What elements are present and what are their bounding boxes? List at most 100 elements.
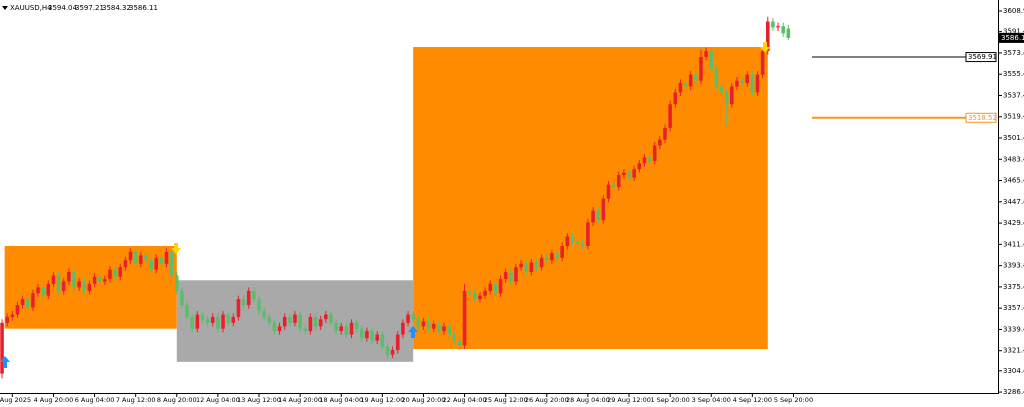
candle-body	[174, 275, 179, 291]
candle-body	[298, 314, 302, 329]
candle-body	[390, 349, 395, 355]
candle-body	[678, 82, 683, 93]
candle-body	[210, 316, 215, 323]
candle-body	[431, 323, 436, 329]
x-tick-label: 5 Sep 20:00	[774, 396, 813, 404]
candle-body	[113, 269, 117, 277]
candle-body	[447, 326, 451, 335]
candle-body	[683, 82, 688, 87]
candle-body	[570, 236, 575, 242]
candle-body	[41, 287, 45, 296]
candle-body	[503, 272, 508, 280]
candle-body	[735, 80, 739, 87]
zone	[413, 47, 768, 350]
candle-body	[87, 283, 92, 291]
candle-body	[25, 299, 30, 308]
candle-body	[56, 275, 61, 291]
candle-body	[185, 305, 189, 317]
candle-body	[462, 290, 467, 346]
candle-body	[97, 276, 102, 282]
x-tick-label: 28 Aug 04:00	[566, 396, 610, 404]
candle-body	[478, 295, 482, 300]
buy-arrow	[0, 356, 10, 368]
candle-body	[776, 26, 780, 28]
candle-body	[750, 74, 755, 93]
candle-body	[729, 86, 734, 105]
candle-body	[354, 322, 359, 329]
candle-body	[622, 172, 626, 176]
ohlc-open: 3594.04	[48, 4, 77, 12]
candle-body	[164, 251, 169, 264]
candle-body	[688, 74, 693, 87]
candle-body	[421, 321, 426, 327]
x-tick-label: 7 Aug 12:00	[116, 396, 156, 404]
level-label: 3518.52	[968, 114, 997, 122]
y-tick-label: 3375.40	[1003, 283, 1024, 291]
x-tick-label: 22 Aug 04:00	[443, 396, 487, 404]
candle-body	[514, 267, 518, 282]
candle-body	[498, 279, 503, 294]
candle-body	[267, 316, 272, 323]
candle-body	[673, 92, 678, 105]
menu-triangle[interactable]	[2, 6, 8, 10]
candle-body	[524, 263, 529, 273]
candle-body	[740, 80, 744, 83]
y-tick-label: 3304.40	[1003, 367, 1024, 375]
candle-body	[51, 275, 56, 284]
y-tick-label: 3339.40	[1003, 325, 1024, 333]
candle-body	[303, 328, 308, 332]
candle-body	[483, 290, 487, 296]
candle-body	[144, 255, 148, 261]
price-label-box	[999, 32, 1024, 43]
candle-body	[668, 104, 672, 128]
candle-body	[601, 198, 606, 221]
candle-body	[31, 293, 35, 308]
candle-body	[216, 316, 220, 329]
candle-body	[282, 316, 287, 327]
candle-body	[380, 334, 385, 347]
y-tick-label: 3357.40	[1003, 304, 1024, 312]
candle-body	[652, 145, 657, 161]
candle-body	[92, 276, 97, 284]
level-label: 3569.91	[968, 53, 997, 61]
buy-arrow	[408, 326, 418, 338]
candle-body	[272, 322, 277, 332]
ohlc-high: 3597.21	[75, 4, 104, 12]
candle-body	[262, 310, 266, 317]
candle-body	[411, 314, 415, 320]
candle-body	[560, 246, 565, 258]
candle-body	[544, 257, 549, 261]
ohlc-low: 3584.32	[102, 4, 131, 12]
candle-body	[277, 326, 282, 332]
candle-body	[406, 314, 410, 323]
y-tick-label: 3608.90	[1003, 7, 1024, 15]
y-tick-label: 3447.40	[1003, 198, 1024, 206]
y-tick-label: 3393.40	[1003, 262, 1024, 270]
candle-body	[704, 51, 708, 57]
x-tick-label: 18 Aug 04:00	[319, 396, 363, 404]
x-tick-label: 1 Sep 20:00	[650, 396, 689, 404]
candle-body	[313, 316, 318, 327]
candle-body	[395, 334, 400, 350]
candle-body	[318, 319, 323, 327]
x-tick-label: 3 Sep 04:00	[692, 396, 731, 404]
candle-body	[437, 323, 441, 332]
candle-body	[334, 322, 338, 332]
candle-body	[246, 290, 251, 306]
candle-body	[103, 279, 107, 282]
candle-body	[293, 314, 297, 323]
candle-body	[221, 314, 225, 329]
candle-body	[611, 184, 616, 187]
candle-body	[180, 290, 184, 306]
candle-body	[473, 293, 477, 300]
x-tick-label: 26 Aug 20:00	[525, 396, 569, 404]
candle-body	[72, 272, 76, 288]
y-tick-label: 3573.40	[1003, 49, 1024, 57]
candle-body	[0, 322, 4, 374]
y-tick-label: 3501.40	[1003, 134, 1024, 142]
y-tick-label: 3555.40	[1003, 70, 1024, 78]
candle-body	[169, 251, 174, 276]
candle-body	[632, 169, 636, 178]
candle-body	[755, 74, 760, 93]
candle-body	[416, 319, 421, 327]
